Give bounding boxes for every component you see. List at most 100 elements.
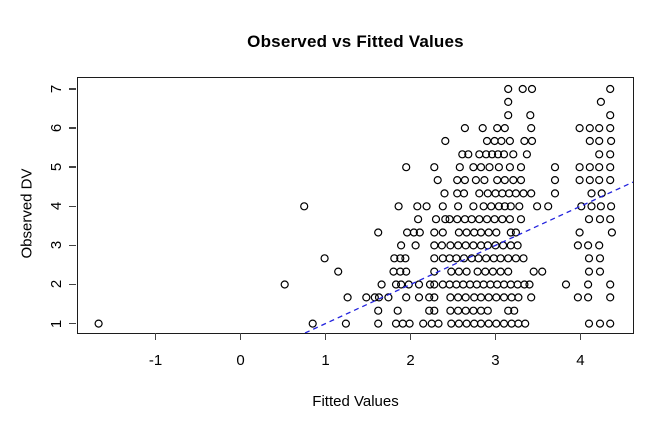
data-point <box>506 240 515 249</box>
data-point <box>439 188 449 198</box>
data-point <box>424 306 433 315</box>
data-point <box>427 319 436 328</box>
data-point <box>493 149 502 158</box>
data-point <box>393 306 402 315</box>
data-point <box>519 279 528 289</box>
data-point <box>484 319 493 328</box>
data-point <box>433 319 443 328</box>
data-point <box>605 319 614 328</box>
data-point <box>473 253 483 262</box>
data-point <box>595 253 604 262</box>
data-point <box>516 175 525 184</box>
data-point <box>594 175 603 184</box>
data-point <box>438 201 447 210</box>
data-point <box>500 201 509 210</box>
data-point <box>485 279 494 289</box>
data-point <box>488 267 497 276</box>
data-point <box>575 162 584 171</box>
data-point <box>584 267 593 276</box>
y-axis-tick <box>69 322 76 325</box>
data-point <box>494 201 503 210</box>
data-point <box>461 292 470 301</box>
data-point <box>469 319 478 328</box>
data-point <box>537 267 546 276</box>
data-point <box>462 227 471 237</box>
data-point <box>491 319 500 328</box>
data-point <box>467 214 476 223</box>
data-point <box>462 319 471 328</box>
data-point <box>595 214 604 223</box>
data-point <box>605 123 614 132</box>
data-point <box>402 227 411 237</box>
data-point <box>454 267 463 276</box>
data-point <box>508 149 517 158</box>
data-point <box>605 214 614 223</box>
data-point <box>526 188 535 198</box>
data-point <box>519 136 528 145</box>
x-tick-label: 2 <box>406 352 415 369</box>
data-point <box>499 292 508 301</box>
data-point <box>476 319 485 328</box>
y-tick-label: 4 <box>48 202 65 211</box>
data-point <box>550 188 559 198</box>
data-point <box>373 227 382 237</box>
data-point <box>395 267 404 276</box>
data-point <box>452 188 461 198</box>
x-axis-tick <box>324 333 327 340</box>
data-point <box>532 201 541 210</box>
data-point <box>492 175 501 184</box>
data-point <box>492 279 501 289</box>
data-point <box>509 306 518 315</box>
data-point <box>401 162 410 171</box>
data-point <box>526 292 535 301</box>
data-point <box>596 97 605 106</box>
y-axis-tick <box>69 88 76 90</box>
data-point <box>499 149 508 158</box>
y-tick-label: 1 <box>48 319 65 328</box>
data-point <box>586 188 596 198</box>
data-point <box>398 319 407 328</box>
data-point <box>525 110 534 119</box>
y-axis-tick <box>69 205 76 208</box>
chart-title: Observed vs Fitted Values <box>247 32 464 51</box>
y-tick-label: 7 <box>48 84 65 94</box>
x-tick-label: 0 <box>236 352 245 369</box>
plot-area <box>76 76 634 334</box>
data-point <box>453 292 462 301</box>
data-point <box>518 84 527 93</box>
data-point <box>482 214 491 223</box>
x-tick-label: 3 <box>491 352 500 369</box>
x-axis-tick <box>409 333 412 340</box>
data-point <box>491 292 500 301</box>
data-point <box>605 84 614 93</box>
data-point <box>605 162 614 171</box>
data-point <box>409 227 418 237</box>
data-point <box>373 306 382 315</box>
data-point <box>584 214 593 223</box>
data-point <box>499 319 508 328</box>
data-point <box>405 319 414 328</box>
data-point <box>280 279 289 289</box>
data-point <box>418 319 427 328</box>
data-point <box>469 227 478 237</box>
data-point <box>492 123 501 132</box>
data-point <box>520 319 529 328</box>
data-point <box>320 253 329 262</box>
data-point <box>479 201 488 210</box>
data-point <box>505 136 514 145</box>
x-axis-tick <box>579 333 582 340</box>
data-point <box>94 319 103 328</box>
scatter-plot-canvas <box>94 84 633 333</box>
data-point <box>461 306 470 315</box>
data-point <box>573 292 582 301</box>
data-point <box>605 175 614 184</box>
data-point <box>606 201 615 210</box>
data-point <box>472 279 481 289</box>
data-point <box>497 214 506 223</box>
data-point <box>440 136 449 145</box>
data-point <box>414 292 423 301</box>
data-point <box>511 227 520 237</box>
data-point <box>468 306 477 315</box>
data-point <box>483 240 492 249</box>
data-point <box>605 279 614 289</box>
